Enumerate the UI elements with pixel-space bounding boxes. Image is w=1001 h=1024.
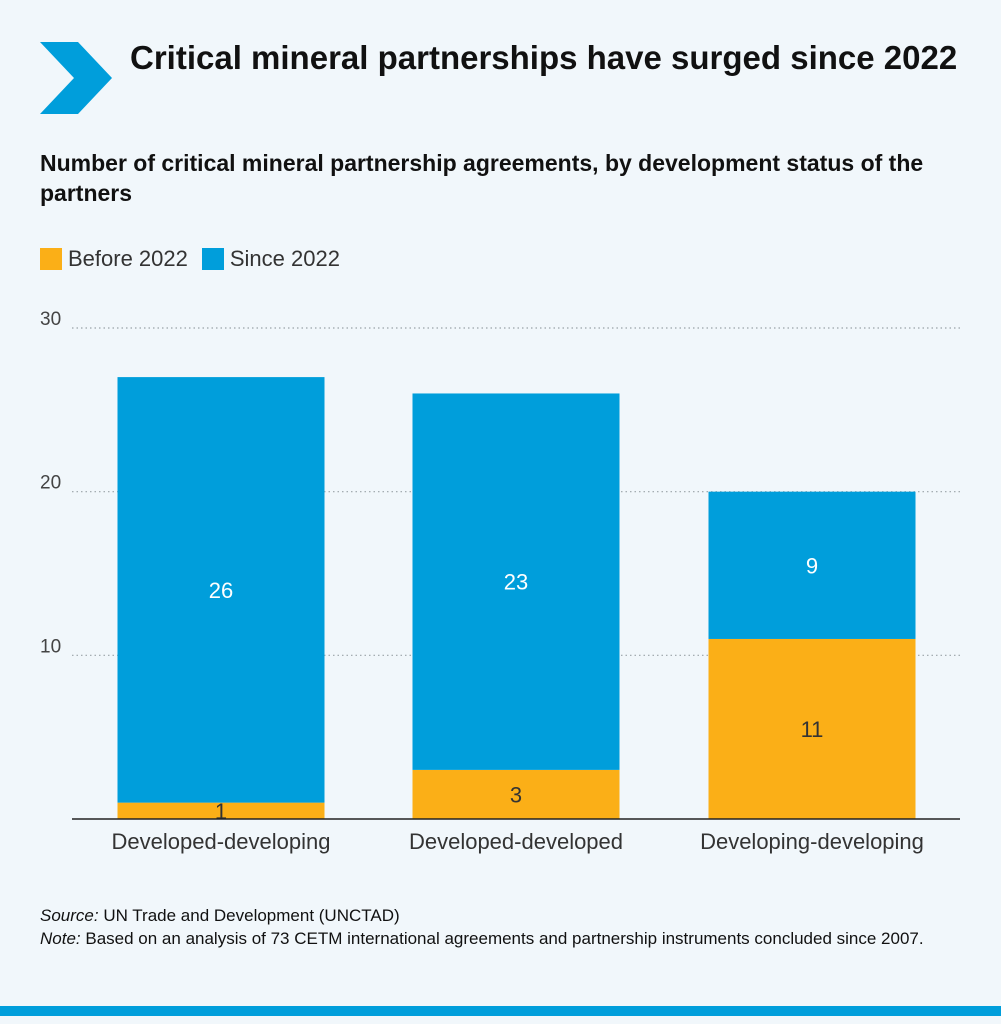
data-label-before-2022-3: 11 <box>801 717 824 742</box>
legend: Before 2022 Since 2022 <box>40 246 340 272</box>
legend-swatch-before-2022 <box>40 248 62 270</box>
note-line: Note: Based on an analysis of 73 CETM in… <box>40 927 960 950</box>
y-tick-label-30: 30 <box>40 309 61 330</box>
data-label-since-2022-3: 9 <box>806 553 818 578</box>
legend-item-before-2022: Before 2022 <box>40 246 188 272</box>
footer: Source: UN Trade and Development (UNCTAD… <box>40 904 960 950</box>
chart-title: Critical mineral partnerships have surge… <box>130 39 958 76</box>
note-text: Based on an analysis of 73 CETM internat… <box>85 929 924 948</box>
bar-since-2022-2 <box>412 393 620 770</box>
data-label-since-2022-2: 23 <box>504 570 528 595</box>
source-line: Source: UN Trade and Development (UNCTAD… <box>40 904 960 927</box>
bar-since-2022-1 <box>117 377 325 803</box>
bar-before-2022-2 <box>412 769 620 819</box>
bar-before-2022-1 <box>117 802 325 819</box>
legend-label-before-2022: Before 2022 <box>68 246 188 271</box>
bar-before-2022-3 <box>708 638 916 819</box>
data-label-before-2022-1: 1 <box>215 799 227 824</box>
data-label-since-2022-1: 26 <box>209 578 233 603</box>
note-label: Note: <box>40 929 81 948</box>
x-tick-label-2: Developed-developed <box>409 829 623 854</box>
stacked-bar-chart: 10 20 30 1 26 Developed-developing 3 23 Develope… <box>40 309 960 854</box>
chevron-logo-icon <box>40 42 112 114</box>
source-text: UN Trade and Development (UNCTAD) <box>103 906 400 925</box>
x-tick-label-3: Developing-developing <box>700 829 924 854</box>
chart-subtitle: Number of critical mineral partnership a… <box>40 150 924 206</box>
legend-swatch-since-2022 <box>201 248 224 270</box>
x-tick-label-1: Developed-developing <box>112 829 331 854</box>
y-tick-label-10: 10 <box>40 636 61 657</box>
legend-item-since-2022: Since 2022 <box>201 246 340 272</box>
y-tick-label-20: 20 <box>40 473 61 494</box>
bottom-accent-bar <box>0 1006 1001 1016</box>
data-label-before-2022-2: 3 <box>510 782 522 807</box>
bar-since-2022-3 <box>708 491 916 639</box>
legend-label-since-2022: Since 2022 <box>229 246 340 271</box>
source-label: Source: <box>40 906 99 925</box>
